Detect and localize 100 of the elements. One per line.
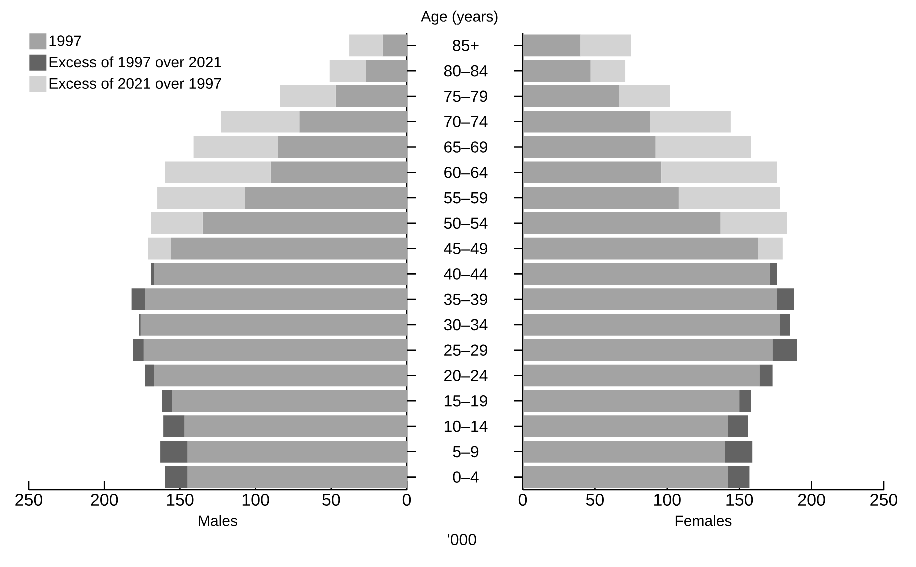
bar bbox=[330, 60, 366, 82]
legend-label: Excess of 1997 over 2021 bbox=[50, 56, 222, 68]
bar bbox=[523, 187, 679, 209]
bar bbox=[172, 390, 407, 412]
bar bbox=[158, 187, 246, 209]
bar bbox=[221, 110, 300, 133]
bar bbox=[523, 238, 758, 260]
bar bbox=[278, 136, 407, 158]
bar bbox=[523, 466, 728, 488]
legend-label: Excess of 2021 over 1997 bbox=[50, 78, 222, 89]
bar bbox=[188, 466, 407, 488]
y-tick-label: 55–59 bbox=[444, 192, 488, 204]
y-tick-label: 85+ bbox=[453, 40, 479, 52]
y-tick-label: 75–79 bbox=[444, 90, 488, 102]
bar bbox=[720, 212, 788, 234]
y-tick-label: 20–24 bbox=[444, 370, 488, 382]
bar bbox=[184, 416, 407, 438]
bar bbox=[523, 136, 656, 158]
y-axis-title: Age (years) bbox=[421, 10, 498, 25]
x-tick-label: 100 bbox=[654, 494, 681, 506]
y-tick-label: 40–44 bbox=[444, 268, 488, 280]
bar bbox=[523, 212, 721, 234]
bar bbox=[151, 212, 203, 234]
bar bbox=[728, 416, 748, 438]
bar bbox=[194, 136, 278, 158]
bar bbox=[580, 34, 632, 57]
x-tick-label: 150 bbox=[167, 494, 194, 506]
bar bbox=[760, 364, 773, 387]
bar bbox=[366, 60, 407, 82]
x-tick-label: 100 bbox=[242, 494, 270, 506]
bar bbox=[148, 238, 172, 260]
bar bbox=[336, 86, 407, 108]
bar bbox=[523, 86, 620, 108]
bar bbox=[300, 110, 407, 133]
x-axis-title: Females bbox=[676, 515, 732, 526]
bar bbox=[162, 390, 173, 412]
y-tick-label: 5–9 bbox=[453, 446, 479, 458]
bar bbox=[770, 263, 778, 286]
bar bbox=[523, 416, 728, 438]
legend-label: 1997 bbox=[50, 36, 82, 46]
bar bbox=[678, 187, 780, 209]
x-tick-label: 50 bbox=[586, 494, 604, 506]
y-tick-label: 30–34 bbox=[444, 319, 488, 331]
bar bbox=[145, 364, 154, 387]
bar bbox=[523, 263, 770, 286]
bar bbox=[523, 288, 778, 310]
y-tick-label: 0–4 bbox=[453, 472, 479, 483]
x-tick-label: 0 bbox=[518, 494, 528, 506]
y-tick-label: 15–19 bbox=[444, 395, 488, 407]
bar bbox=[523, 34, 581, 57]
bar bbox=[144, 339, 407, 362]
bar bbox=[523, 162, 662, 184]
y-tick-label: 65–69 bbox=[444, 142, 488, 153]
x-tick-label: 200 bbox=[91, 494, 118, 506]
bar bbox=[350, 34, 383, 57]
y-tick-label: 60–64 bbox=[444, 166, 488, 178]
bar bbox=[151, 263, 154, 286]
text: '000 bbox=[448, 534, 476, 546]
bar bbox=[140, 314, 407, 336]
bar bbox=[740, 390, 752, 412]
bar bbox=[270, 162, 407, 184]
bar bbox=[523, 440, 726, 463]
y-tick-label: 70–74 bbox=[444, 116, 488, 128]
y-tick-label: 10–14 bbox=[444, 420, 488, 432]
bar bbox=[590, 60, 626, 82]
bar bbox=[656, 136, 752, 158]
bar bbox=[188, 440, 407, 463]
bar bbox=[154, 364, 407, 387]
bar bbox=[202, 212, 407, 234]
x-tick-label: 250 bbox=[870, 494, 898, 506]
bar bbox=[523, 110, 650, 133]
bar bbox=[171, 238, 407, 260]
y-tick-label: 25–29 bbox=[444, 344, 488, 356]
bar bbox=[280, 86, 336, 108]
bar bbox=[132, 288, 146, 310]
bar bbox=[165, 466, 188, 488]
x-tick-label: 0 bbox=[402, 494, 412, 506]
bar bbox=[245, 187, 407, 209]
bar bbox=[620, 86, 670, 108]
x-tick-label: 250 bbox=[16, 494, 43, 506]
x-tick-label: 50 bbox=[322, 494, 340, 506]
y-tick-label: 50–54 bbox=[444, 218, 488, 230]
bar bbox=[523, 314, 780, 336]
bar bbox=[772, 339, 798, 362]
x-tick-label: 150 bbox=[726, 494, 754, 506]
bar bbox=[728, 466, 750, 488]
bar bbox=[164, 416, 185, 438]
bar bbox=[523, 364, 760, 387]
bar bbox=[145, 288, 407, 310]
x-tick-label: 200 bbox=[798, 494, 826, 506]
bar bbox=[523, 390, 740, 412]
bar bbox=[523, 60, 591, 82]
bar bbox=[523, 339, 773, 362]
bar bbox=[165, 162, 271, 184]
bar bbox=[382, 34, 407, 57]
bar bbox=[133, 339, 144, 362]
bar bbox=[758, 238, 783, 260]
bar bbox=[777, 288, 794, 310]
bar bbox=[725, 440, 753, 463]
bar bbox=[780, 314, 790, 336]
